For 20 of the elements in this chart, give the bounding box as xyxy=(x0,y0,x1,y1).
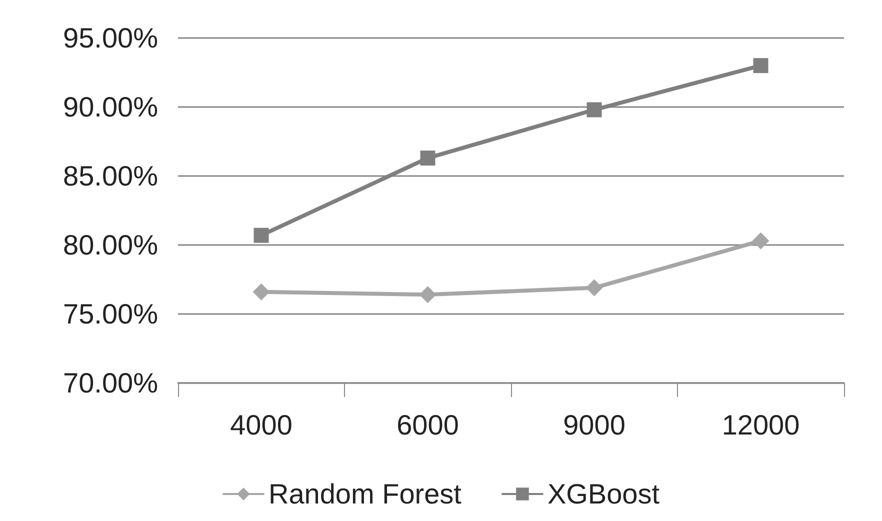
point xyxy=(252,283,270,300)
legend-label: Random Forest xyxy=(268,478,462,510)
point xyxy=(753,58,768,74)
y-tick-label: 70.00% xyxy=(63,368,158,398)
point xyxy=(420,150,436,166)
y-tick-label: 75.00% xyxy=(63,298,158,330)
x-tick-label: 9000 xyxy=(563,410,626,440)
y-tick-label: 85.00% xyxy=(63,160,158,192)
point xyxy=(586,102,602,118)
x-tick-label: 6000 xyxy=(396,410,459,440)
y-tick-label: 95.00% xyxy=(63,22,158,54)
point xyxy=(752,232,770,250)
x-tick-label: 12000 xyxy=(722,410,800,440)
y-tick-label: 90.00% xyxy=(63,92,158,122)
point xyxy=(586,279,603,296)
point xyxy=(254,228,269,243)
x-tick-label: 4000 xyxy=(230,410,292,440)
point xyxy=(419,286,436,304)
legend-label: XGBoost xyxy=(547,478,660,510)
y-tick-label: 80.00% xyxy=(63,230,158,260)
